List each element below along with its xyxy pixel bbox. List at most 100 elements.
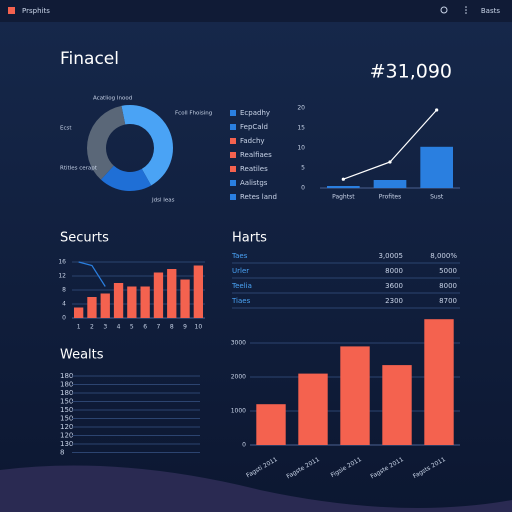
legend-label: Ecpadhy bbox=[240, 109, 270, 117]
bar bbox=[100, 293, 110, 318]
bar bbox=[153, 272, 164, 318]
x-tick-label: 1 bbox=[77, 324, 81, 331]
donut-label: Fcoll Fhoising bbox=[175, 111, 212, 117]
bar bbox=[340, 346, 370, 445]
axis-label: 120 bbox=[60, 423, 73, 431]
legend-label: Aalistgs bbox=[240, 179, 268, 187]
x-tick-label: Profites bbox=[379, 194, 401, 201]
axis-label: 120 bbox=[60, 432, 73, 440]
bar bbox=[420, 146, 453, 188]
title: Finacel bbox=[60, 49, 119, 69]
y-tick-label: 2000 bbox=[231, 374, 246, 381]
x-tick-label: 10 bbox=[195, 324, 203, 331]
y-tick-label: 16 bbox=[58, 259, 66, 266]
donut-label: Rtitles cerapt bbox=[60, 166, 98, 172]
wave bbox=[0, 465, 512, 512]
donut-label: Jdsl Ieas bbox=[151, 198, 175, 204]
section-title: Wealts bbox=[60, 348, 104, 363]
y-tick-label: 8 bbox=[62, 287, 66, 294]
bar bbox=[373, 180, 407, 188]
cell: 2300 bbox=[385, 297, 403, 305]
cell: Teelia bbox=[231, 282, 252, 290]
x-tick-label: Sust bbox=[430, 194, 444, 201]
cell: 5000 bbox=[439, 267, 457, 275]
line bbox=[78, 261, 106, 287]
action[interactable]: Basts bbox=[481, 7, 500, 15]
axis-label: 130 bbox=[60, 440, 73, 448]
bar bbox=[180, 279, 190, 318]
donut-segment bbox=[121, 105, 174, 186]
bar bbox=[424, 319, 454, 445]
donut-label: Ecst bbox=[60, 126, 72, 132]
bar bbox=[167, 269, 177, 318]
logo bbox=[8, 7, 15, 14]
bar bbox=[193, 265, 204, 318]
x-tick-label: 5 bbox=[130, 324, 134, 331]
legend-swatch bbox=[230, 194, 236, 200]
axis-label: 150 bbox=[60, 415, 73, 423]
point bbox=[388, 160, 392, 164]
x-tick-label: 4 bbox=[117, 324, 121, 331]
axis-label: 8 bbox=[60, 449, 64, 457]
donut-segment bbox=[87, 105, 126, 180]
brand: Prsphits bbox=[22, 7, 50, 15]
bar bbox=[327, 186, 360, 188]
legend-swatch bbox=[230, 166, 236, 172]
cell: 8000 bbox=[439, 282, 457, 290]
legend-label: FepCald bbox=[240, 123, 268, 131]
y-tick-label: 4 bbox=[62, 301, 66, 308]
x-tick-label: 2 bbox=[90, 324, 94, 331]
legend-swatch bbox=[230, 138, 236, 144]
legend-swatch bbox=[230, 124, 236, 130]
bar bbox=[140, 286, 150, 318]
cell: 3600 bbox=[385, 282, 403, 290]
bar bbox=[382, 365, 412, 445]
cell: Tiaes bbox=[231, 297, 251, 305]
section-title: Harts bbox=[232, 231, 267, 246]
x-tick-label: 6 bbox=[143, 324, 147, 331]
y-tick-label: 1000 bbox=[231, 408, 246, 415]
axis-label: 150 bbox=[60, 398, 73, 406]
legend-swatch bbox=[230, 152, 236, 158]
section-title: Securts bbox=[60, 231, 109, 246]
total: #31,090 bbox=[370, 61, 452, 83]
x-tick-label: 8 bbox=[170, 324, 174, 331]
donut-segment bbox=[100, 165, 152, 191]
menu-icon[interactable] bbox=[465, 12, 467, 14]
bar bbox=[73, 307, 84, 318]
axis-label: 150 bbox=[60, 406, 73, 414]
x-tick-label: 7 bbox=[157, 324, 161, 331]
y-tick-label: 20 bbox=[297, 105, 305, 112]
bar bbox=[298, 373, 328, 445]
menu-icon[interactable] bbox=[465, 6, 467, 8]
axis-label: 180 bbox=[60, 381, 73, 389]
y-tick-label: 0 bbox=[62, 315, 66, 322]
point bbox=[341, 177, 345, 181]
top-bar bbox=[0, 0, 512, 22]
axis-label: 180 bbox=[60, 389, 73, 397]
y-tick-label: 10 bbox=[297, 145, 305, 152]
bar bbox=[127, 286, 137, 318]
search-icon[interactable] bbox=[440, 6, 448, 14]
cell: 8700 bbox=[439, 297, 457, 305]
legend-label: Fadchy bbox=[240, 137, 265, 145]
cell: 3,0005 bbox=[379, 252, 404, 260]
x-tick-label: Paghtst bbox=[332, 194, 355, 201]
legend-swatch bbox=[230, 180, 236, 186]
legend-label: Realfiaes bbox=[240, 151, 272, 159]
cell: Taes bbox=[231, 252, 248, 260]
y-tick-label: 3000 bbox=[231, 340, 246, 347]
menu-icon[interactable] bbox=[465, 9, 467, 11]
legend-label: Retes land bbox=[240, 193, 277, 201]
y-tick-label: 15 bbox=[297, 125, 305, 132]
x-tick-label: 3 bbox=[103, 324, 107, 331]
y-tick-label: 12 bbox=[58, 273, 66, 280]
cell: 8000 bbox=[385, 267, 403, 275]
point bbox=[435, 108, 439, 112]
y-tick-label: 5 bbox=[301, 165, 305, 172]
bar bbox=[87, 297, 97, 318]
cell: 8,000% bbox=[430, 252, 457, 260]
bar bbox=[113, 283, 124, 318]
legend-label: Reatiles bbox=[240, 165, 268, 173]
